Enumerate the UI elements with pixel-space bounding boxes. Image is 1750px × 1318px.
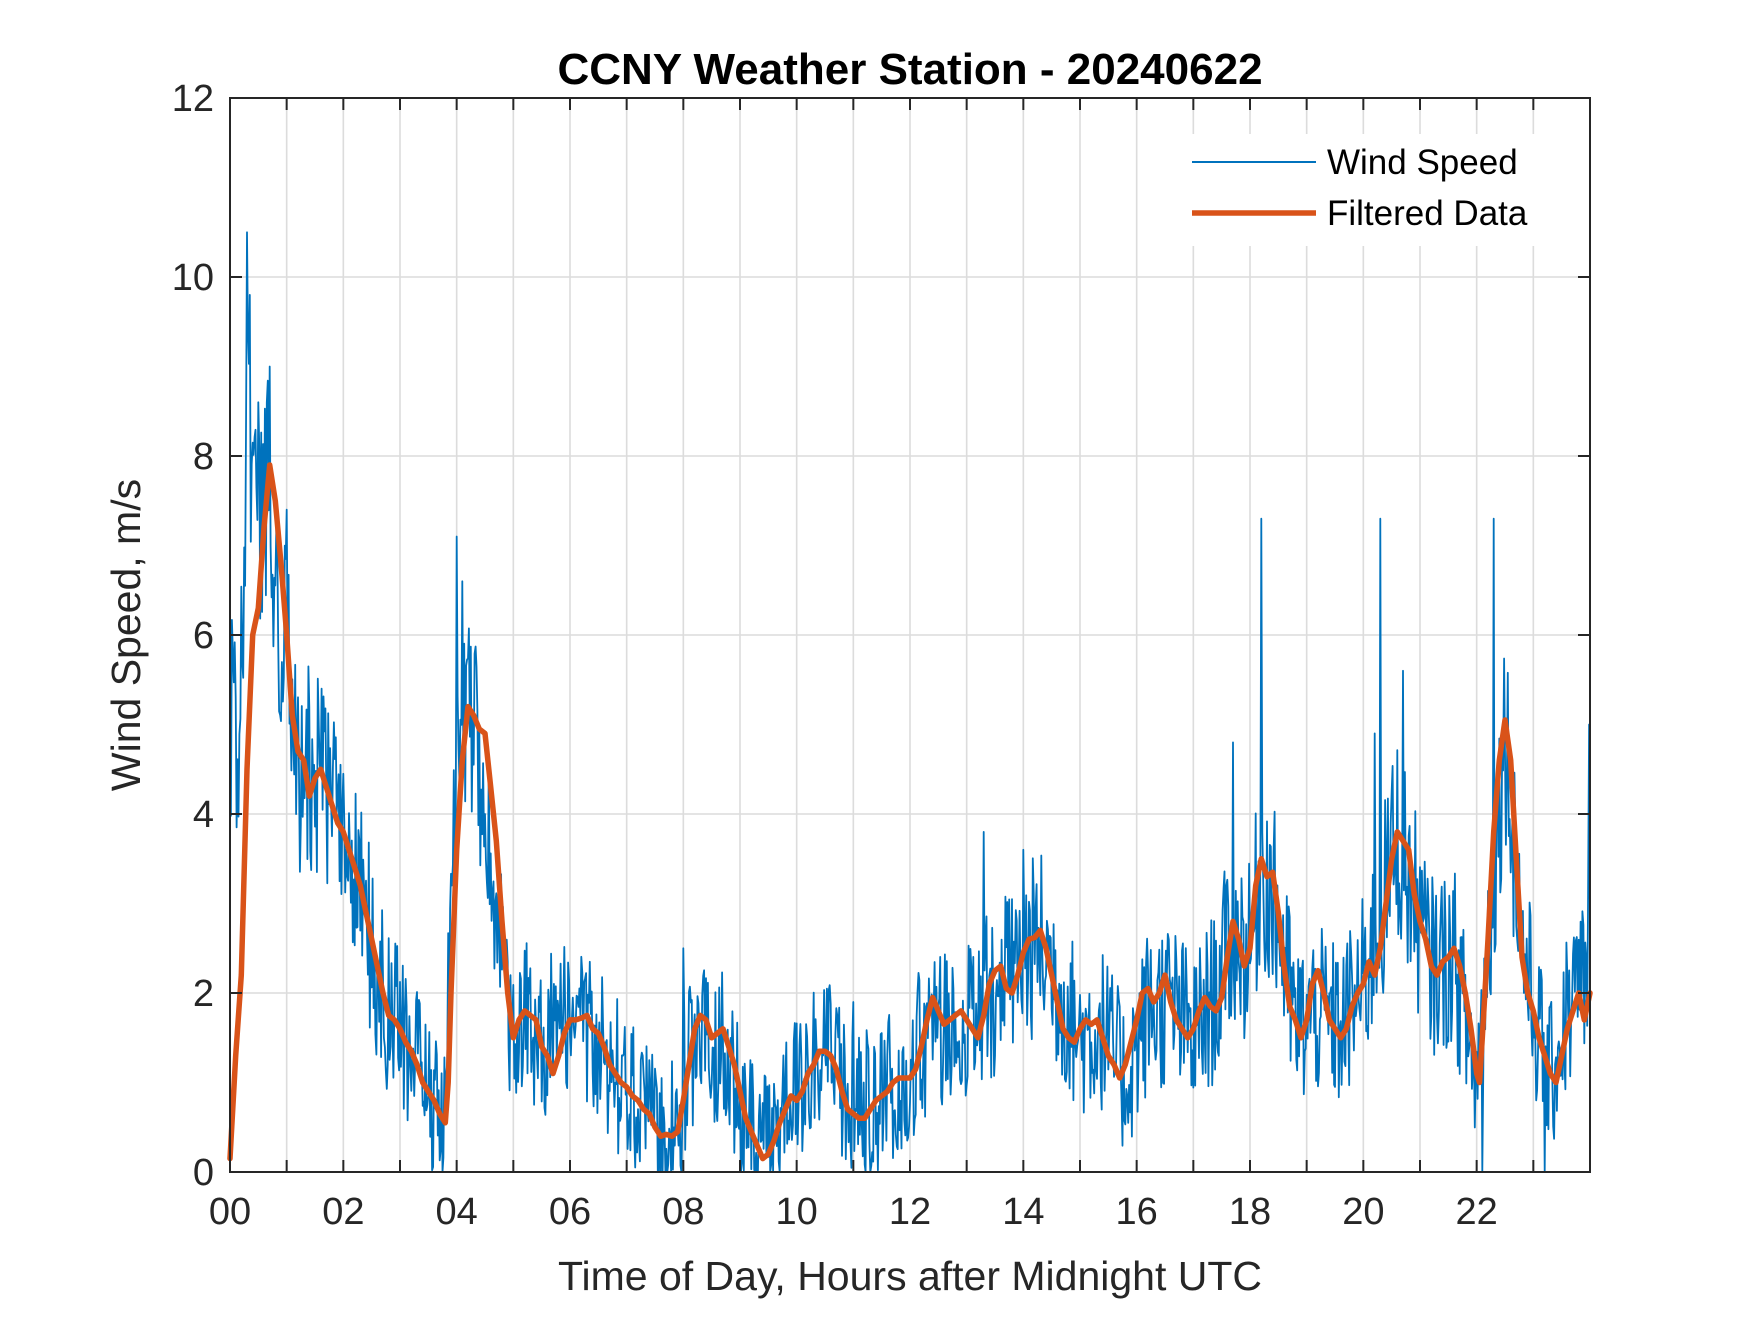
series-line-filtered-data xyxy=(227,462,1593,1162)
y-axis-label: Wind Speed, m/s xyxy=(103,479,149,791)
y-tick-label: 12 xyxy=(172,78,214,120)
y-tick-label: 0 xyxy=(193,1152,214,1194)
x-tick-label: 04 xyxy=(436,1191,478,1233)
x-tick-label: 16 xyxy=(1116,1191,1158,1233)
legend-label-wind-speed: Wind Speed xyxy=(1327,143,1518,182)
x-tick-label: 02 xyxy=(322,1191,364,1233)
x-axis-label: Time of Day, Hours after Midnight UTC xyxy=(558,1253,1262,1299)
x-tick-label: 00 xyxy=(209,1191,251,1233)
y-tick-label: 2 xyxy=(193,973,214,1015)
x-tick-label: 10 xyxy=(776,1191,818,1233)
x-tick-label: 20 xyxy=(1342,1191,1384,1233)
y-tick-label: 10 xyxy=(172,257,214,299)
chart-title: CCNY Weather Station - 20240622 xyxy=(557,45,1262,94)
x-tick-label: 22 xyxy=(1456,1191,1498,1233)
legend: Wind Speed Filtered Data xyxy=(1178,134,1578,246)
y-tick-label: 6 xyxy=(193,615,214,657)
x-tick-label: 14 xyxy=(1002,1191,1044,1233)
x-tick-label: 12 xyxy=(889,1191,931,1233)
y-tick-label: 4 xyxy=(193,794,214,836)
x-tick-label: 08 xyxy=(662,1191,704,1233)
y-tick-label: 8 xyxy=(193,436,214,478)
x-tick-label: 18 xyxy=(1229,1191,1271,1233)
x-tick-label: 06 xyxy=(549,1191,591,1233)
legend-label-filtered-data: Filtered Data xyxy=(1327,194,1528,233)
legend-box xyxy=(1178,134,1578,246)
series-group xyxy=(227,231,1593,1173)
